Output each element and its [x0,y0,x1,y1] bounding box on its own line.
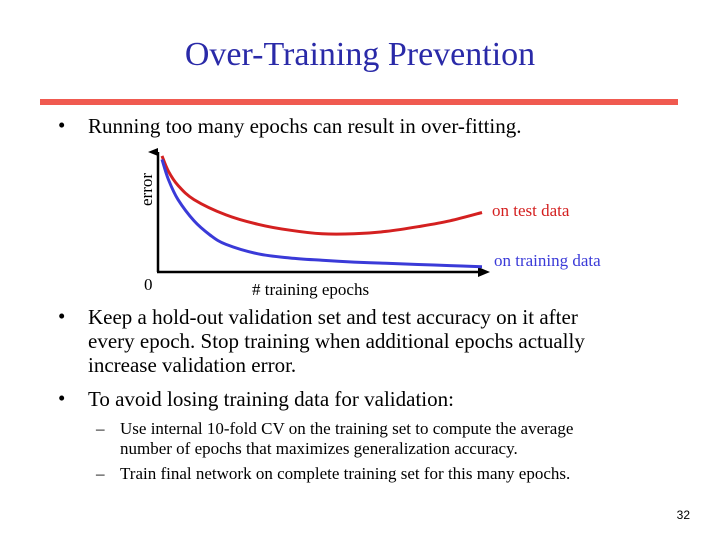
origin-label: 0 [144,275,153,294]
bullet-holdout-line-3: increase validation error. [88,353,297,377]
bullet-marker: • [58,386,66,410]
bullet-avoid-losing: To avoid losing training data for valida… [88,387,454,411]
test-series-label: on test data [492,201,570,220]
sub-bullet-cv-line-1: Use internal 10-fold CV on the training … [120,419,574,438]
x-axis-label: # training epochs [252,280,369,299]
bullet-holdout-line-1: Keep a hold-out validation set and test … [88,305,578,329]
y-axis-label: error [137,173,156,206]
title-divider [40,99,678,105]
sub-bullet-final-network: Train final network on complete training… [120,464,571,483]
bullet-marker: • [58,304,66,328]
sub-bullet-cv-line-2: number of epochs that maximizes generali… [120,439,518,458]
training-data-curve [160,158,483,269]
sub-bullet-marker: – [96,464,105,483]
bullet-marker: • [58,113,66,137]
page-number: 32 [676,508,690,522]
bullet-overfitting: Running too many epochs can result in ov… [88,114,522,138]
arrow-right [478,267,490,277]
test-data-curve [160,155,483,236]
sub-bullet-marker: – [96,419,105,438]
training-series-label: on training data [494,251,601,270]
bullet-holdout-line-2: every epoch. Stop training when addition… [88,329,585,353]
slide-title: Over-Training Prevention [184,36,536,73]
